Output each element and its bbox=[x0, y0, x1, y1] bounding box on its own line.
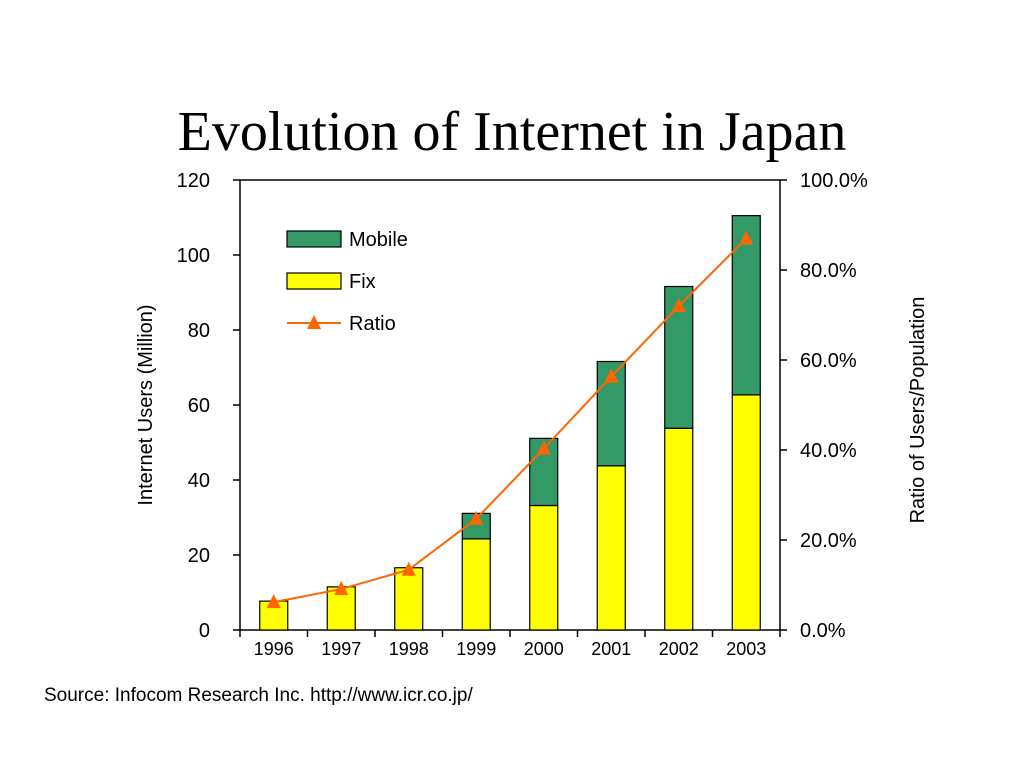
bar-fix bbox=[529, 504, 559, 631]
slide-title: Evolution of Internet in Japan bbox=[177, 101, 847, 163]
x-tick-label: 1997 bbox=[321, 639, 361, 659]
y-tick-label: 20 bbox=[188, 545, 210, 567]
y2-axis-label: Ratio of Users/Population bbox=[907, 297, 929, 524]
x-tick-label: 1996 bbox=[254, 639, 294, 659]
x-tick-label: 2000 bbox=[524, 639, 564, 659]
bar-fix bbox=[664, 427, 694, 631]
y-tick-label: 100 bbox=[177, 245, 210, 267]
legend-label-fix: Fix bbox=[349, 271, 376, 293]
legend-swatch-marker bbox=[307, 315, 321, 329]
bar-mobile bbox=[731, 215, 761, 396]
ratio-point bbox=[266, 594, 281, 609]
legend-swatch-mobile bbox=[286, 230, 342, 248]
y2-tick-label: 100.0% bbox=[800, 170, 868, 192]
x-tick-label: 1999 bbox=[456, 639, 496, 659]
legend-label-mobile: Mobile bbox=[349, 229, 408, 251]
x-tick-label: 2003 bbox=[726, 639, 766, 659]
y-tick-label: 80 bbox=[188, 320, 210, 342]
y-tick-label: 0 bbox=[199, 620, 210, 642]
legend-swatch-fix bbox=[286, 272, 342, 290]
x-tick-label: 2001 bbox=[591, 639, 631, 659]
bar-fix bbox=[461, 538, 491, 631]
ratio-point bbox=[469, 510, 484, 525]
y-tick-label: 40 bbox=[188, 470, 210, 492]
y-tick-label: 60 bbox=[188, 395, 210, 417]
y2-tick-label: 40.0% bbox=[800, 440, 857, 462]
y2-tick-label: 80.0% bbox=[800, 260, 857, 282]
x-tick-label: 2002 bbox=[659, 639, 699, 659]
x-tick-label: 1998 bbox=[389, 639, 429, 659]
ratio-point bbox=[604, 368, 619, 383]
y2-tick-label: 20.0% bbox=[800, 530, 857, 552]
ratio-point bbox=[536, 440, 551, 455]
ratio-line bbox=[273, 237, 747, 604]
bar-fix bbox=[731, 394, 761, 631]
bar-fix bbox=[596, 465, 626, 631]
bar-fix bbox=[394, 567, 424, 631]
source-note: Source: Infocom Research Inc. http://www… bbox=[44, 685, 473, 706]
y-axis-label: Internet Users (Million) bbox=[135, 304, 157, 505]
ratio-point bbox=[739, 230, 754, 245]
ratio-point bbox=[334, 581, 349, 596]
bar-fix bbox=[326, 586, 356, 631]
ratio-point bbox=[401, 561, 416, 576]
ratio-point bbox=[671, 298, 686, 312]
y2-tick-label: 60.0% bbox=[800, 350, 857, 372]
y2-tick-label: 0.0% bbox=[800, 620, 846, 642]
y-tick-label: 120 bbox=[177, 170, 210, 192]
legend-label-ratio: Ratio bbox=[349, 313, 396, 335]
